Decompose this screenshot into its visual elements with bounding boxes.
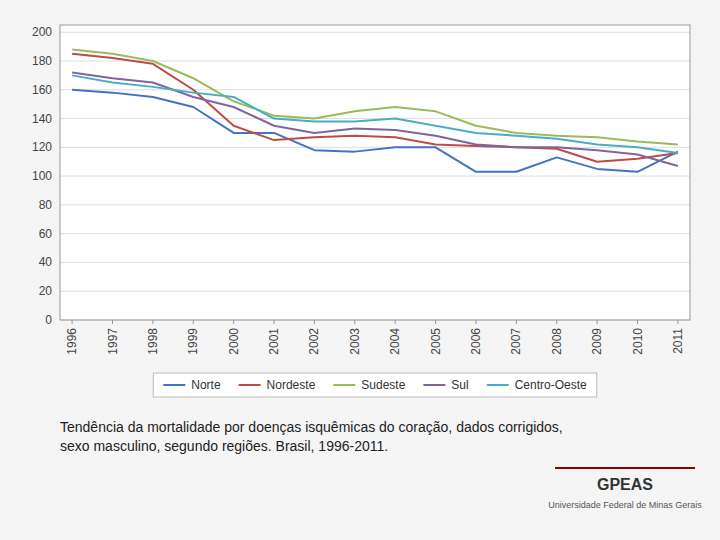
x-tick-label: 2007 [509, 328, 523, 355]
y-tick-label: 40 [39, 255, 53, 269]
grid-line [60, 233, 690, 234]
series-line [72, 54, 678, 162]
logo-rule [555, 467, 695, 469]
x-tick [354, 320, 355, 324]
x-tick [395, 320, 396, 324]
legend-label: Sudeste [361, 378, 405, 392]
grid-line [60, 89, 690, 90]
y-tick-label: 120 [32, 140, 52, 154]
x-tick-label: 2004 [388, 328, 402, 355]
x-tick-label: 1999 [186, 328, 200, 355]
x-tick-label: 2000 [227, 328, 241, 355]
x-tick [556, 320, 557, 324]
x-tick-label: 2002 [307, 328, 321, 355]
annotation: GPEAS [597, 476, 653, 493]
caption: Tendência da mortalidade por doenças isq… [60, 418, 580, 456]
y-tick-label: 80 [39, 198, 53, 212]
x-tick-label: 1998 [146, 328, 160, 355]
legend-swatch [333, 384, 355, 386]
x-tick [435, 320, 436, 324]
x-tick-label: 2003 [348, 328, 362, 355]
legend-item: Nordeste [239, 378, 316, 392]
legend: Norte Nordeste Sudeste Sul Centro-Oeste [153, 373, 596, 397]
legend-label: Nordeste [267, 378, 316, 392]
x-tick [274, 320, 275, 324]
legend-frame [153, 373, 596, 397]
chart-svg: 0 20 40 60 80 100 120 140 160 180 200 1996 1997 1998 1… [0, 0, 720, 540]
y-tick-label: 100 [32, 169, 52, 183]
y-tick-label: 60 [39, 227, 53, 241]
legend-label: Norte [191, 378, 221, 392]
x-tick-label: 1996 [65, 328, 79, 355]
legend-label: Sul [451, 378, 468, 392]
grid-line [60, 32, 690, 33]
x-tick [193, 320, 194, 324]
x-tick-label: 2006 [469, 328, 483, 355]
grid-line [60, 147, 690, 148]
x-tick [637, 320, 638, 324]
y-tick-label: 180 [32, 54, 52, 68]
legend-item: Centro-Oeste [487, 378, 587, 392]
grid-line [60, 176, 690, 177]
x-tick-label: 2011 [671, 328, 685, 354]
legend-item: Sudeste [333, 378, 405, 392]
grid [60, 32, 690, 320]
legend-swatch [239, 384, 261, 386]
legend-swatch [423, 384, 445, 386]
x-tick [677, 320, 678, 324]
grid-line [60, 204, 690, 205]
y-tick-label: 0 [45, 313, 52, 327]
legend-swatch [163, 384, 185, 386]
legend-swatch [487, 384, 509, 386]
x-tick-label: 2010 [631, 328, 645, 355]
x-tick [72, 320, 73, 324]
x-tick [112, 320, 113, 324]
grid-line [60, 291, 690, 292]
chart-root: 0 20 40 60 80 100 120 140 160 180 200 1996 1997 1998 1… [0, 0, 720, 540]
series-line [72, 72, 678, 166]
grid-line [60, 118, 690, 119]
x-tick [152, 320, 153, 324]
x-tick-label: 2008 [550, 328, 564, 355]
y-tick-label: 160 [32, 83, 52, 97]
x-tick [314, 320, 315, 324]
plot-background [60, 25, 690, 320]
x-tick [233, 320, 234, 324]
series-line [72, 75, 678, 153]
grid-line [60, 262, 690, 263]
annotation: Universidade Federal de Minas Gerais [548, 500, 702, 510]
legend-item: Norte [163, 378, 221, 392]
series-group [72, 49, 678, 171]
plot-frame [60, 25, 690, 320]
x-tick [516, 320, 517, 324]
y-tick-label: 200 [32, 25, 52, 39]
x-tick-label: 1997 [106, 328, 120, 355]
x-tick [597, 320, 598, 324]
y-tick-label: 140 [32, 112, 52, 126]
x-tick-label: 2009 [590, 328, 604, 355]
legend-item: Sul [423, 378, 468, 392]
legend-label: Centro-Oeste [515, 378, 587, 392]
x-tick-label: 2005 [429, 328, 443, 355]
x-tick [475, 320, 476, 324]
x-tick-label: 2001 [267, 328, 281, 355]
y-tick-label: 20 [39, 284, 53, 298]
